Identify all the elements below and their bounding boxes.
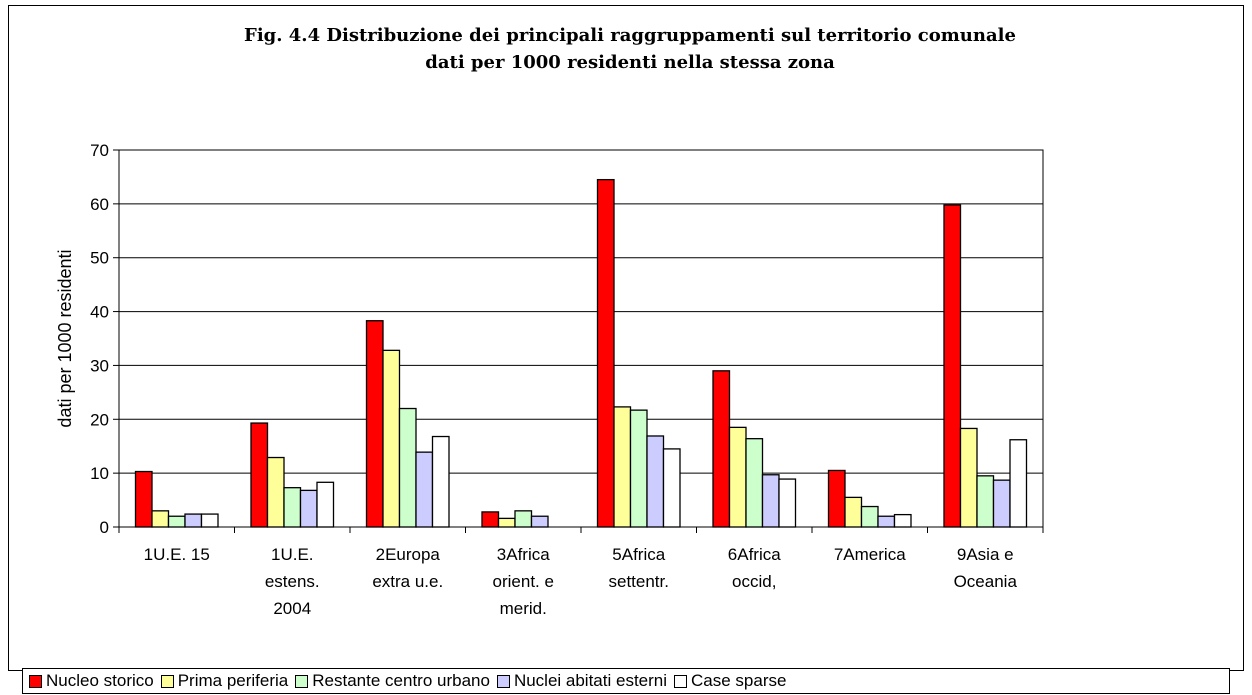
legend-swatch: [496, 674, 510, 688]
bar: [431, 435, 450, 528]
legend: Nucleo storico Prima periferia Restante ce…: [22, 668, 1230, 694]
bar: [530, 515, 549, 528]
bar: [976, 475, 995, 528]
x-tick-label: occid,: [732, 572, 776, 591]
bar: [613, 406, 632, 528]
bar: [266, 456, 285, 528]
bar: [283, 487, 302, 528]
x-tick-label: 1U.E. 15: [144, 545, 210, 564]
bar: [728, 426, 747, 528]
legend-label: Case sparse: [691, 671, 787, 690]
bar: [992, 479, 1011, 528]
x-tick-label: estens.: [265, 572, 320, 591]
chart-title-block: Fig. 4.4 Distribuzione dei principali ra…: [0, 22, 1252, 76]
bar: [151, 510, 170, 528]
bar: [497, 517, 516, 528]
bar: [514, 510, 533, 528]
legend-swatch: [160, 674, 174, 688]
bar: [134, 470, 153, 528]
bar: [745, 438, 764, 528]
chart-frame: [8, 5, 1244, 671]
bar: [167, 515, 186, 528]
legend-label: Nucleo storico: [46, 671, 154, 690]
x-tick-label: merid.: [500, 599, 547, 618]
y-tick-label: 20: [90, 410, 109, 429]
bar: [316, 481, 335, 528]
bar: [250, 422, 269, 528]
bar: [761, 474, 780, 528]
y-tick-label: 50: [90, 249, 109, 268]
y-tick-label: 60: [90, 195, 109, 214]
bar: [299, 489, 318, 528]
bar: [844, 496, 863, 528]
bar: [184, 513, 203, 528]
bar: [943, 204, 962, 528]
x-tick-label: settentr.: [609, 572, 669, 591]
legend-label: Restante centro urbano: [312, 671, 490, 690]
x-tick-label: 9Asia e: [957, 545, 1014, 564]
bar: [415, 451, 434, 528]
bar: [712, 370, 731, 528]
y-tick-label: 40: [90, 303, 109, 322]
legend-item: Restante centro urbano: [295, 671, 490, 691]
bar: [827, 469, 846, 528]
bar: [1009, 439, 1028, 528]
x-tick-label: 1U.E.: [271, 545, 314, 564]
x-tick-label: orient. e: [493, 572, 554, 591]
bar: [596, 178, 615, 528]
bar: [877, 515, 896, 528]
legend-swatch: [29, 674, 42, 688]
bar: [646, 435, 665, 528]
y-tick-label: 70: [90, 141, 109, 160]
bar: [382, 349, 401, 528]
legend-label: Nuclei abitati esterni: [513, 671, 668, 690]
chart-title: Fig. 4.4 Distribuzione dei principali ra…: [244, 25, 1016, 46]
bar: [365, 320, 384, 528]
x-tick-label: 2004: [273, 599, 311, 618]
bar: [200, 513, 219, 528]
x-tick-label: extra u.e.: [372, 572, 443, 591]
x-tick-label: Oceania: [954, 572, 1018, 591]
bar: [398, 407, 417, 528]
legend-swatch: [674, 674, 688, 688]
chart-subtitle: dati per 1000 residenti nella stessa zon…: [425, 52, 835, 73]
x-tick-label: 2Europa: [376, 545, 441, 564]
legend-swatch: [295, 674, 309, 688]
x-tick-label: 6Africa: [728, 545, 781, 564]
y-axis-label: dati per 1000 residenti: [55, 249, 75, 427]
y-tick-label: 0: [100, 518, 109, 537]
x-tick-label: 5Africa: [612, 545, 665, 564]
bar: [860, 505, 879, 528]
bar: [481, 511, 500, 528]
y-tick-label: 30: [90, 356, 109, 375]
x-tick-label: 7America: [834, 545, 906, 564]
bar: [629, 409, 648, 528]
legend-item: Nucleo storico: [29, 671, 154, 691]
bar: [893, 513, 912, 528]
legend-item: Nuclei abitati esterni: [496, 671, 668, 691]
bar: [959, 427, 978, 528]
y-tick-label: 10: [90, 464, 109, 483]
legend-item: Case sparse: [674, 671, 786, 691]
x-tick-label: 3Africa: [497, 545, 550, 564]
bar: [778, 478, 797, 528]
legend-label: Prima periferia: [177, 671, 289, 690]
bar: [662, 448, 681, 528]
legend-item: Prima periferia: [160, 671, 289, 691]
